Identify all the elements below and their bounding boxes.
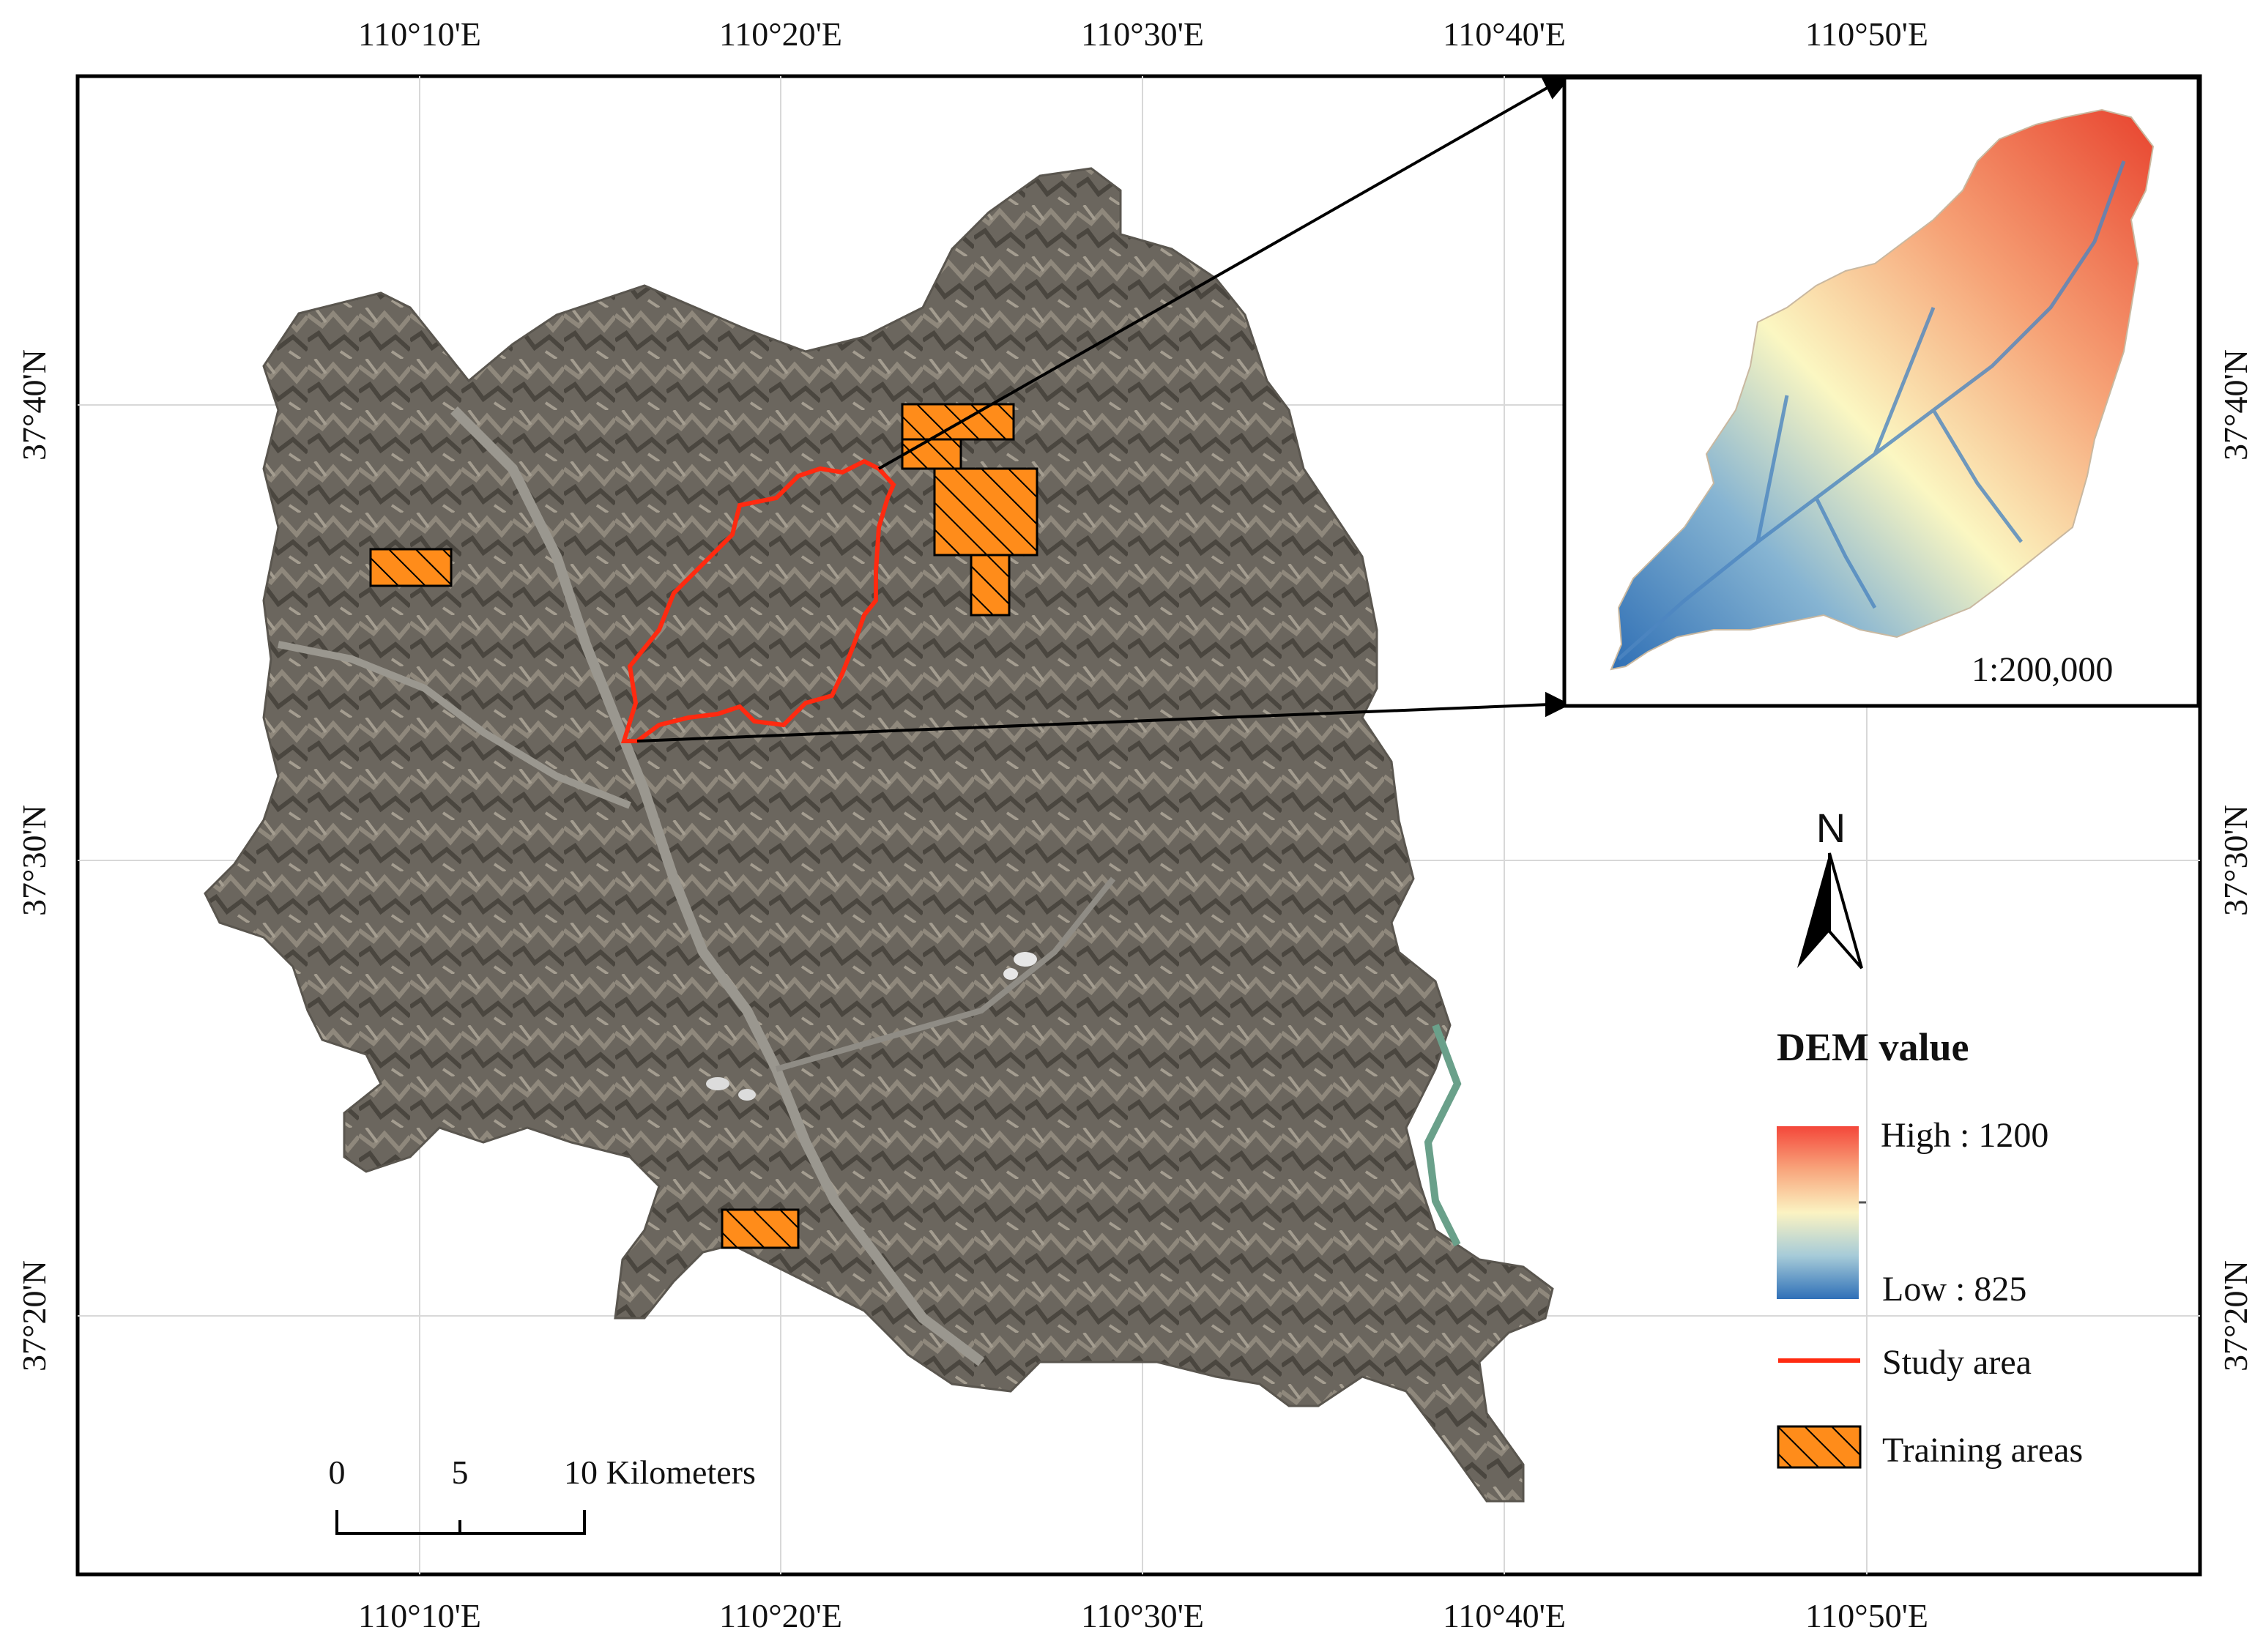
- right-latitude-labels: 37°40'N 37°30'N 37°20'N: [2217, 349, 2254, 1372]
- legend-low-label: Low : 825: [1882, 1270, 2026, 1309]
- training-area-6: [721, 1208, 800, 1249]
- left-latitude-labels: 37°40'N 37°30'N 37°20'N: [15, 349, 53, 1372]
- satellite-imagery: [204, 167, 1554, 1503]
- legend-high-label: High : 1200: [1881, 1116, 2048, 1155]
- right-lat-label: 37°30'N: [2217, 805, 2254, 916]
- scale-bar: 0 5 10 Kilometers: [329, 1454, 756, 1535]
- bottom-lon-label: 110°20'E: [719, 1597, 842, 1634]
- top-lon-label: 110°30'E: [1081, 15, 1204, 53]
- dem-watershed: [1610, 108, 2155, 671]
- legend: DEM value High : 1200 Low : 825 Study ar…: [1777, 1025, 2083, 1470]
- north-arrow-left-icon: [1797, 853, 1829, 968]
- north-arrow-right-icon: [1828, 852, 1863, 970]
- study-area-boundary: [620, 458, 896, 743]
- legend-study-area-label: Study area: [1882, 1343, 2032, 1382]
- right-lat-label: 37°20'N: [2217, 1260, 2254, 1372]
- dem-inset: 1:200,000: [1562, 75, 2201, 708]
- right-lat-label: 37°40'N: [2217, 349, 2254, 461]
- bottom-lon-label: 110°40'E: [1443, 1597, 1566, 1634]
- top-lon-label: 110°50'E: [1805, 15, 1928, 53]
- north-arrow: N: [1797, 805, 1863, 970]
- training-area-1: [369, 548, 453, 587]
- legend-training-areas-label: Training areas: [1882, 1431, 2083, 1470]
- bottom-lon-label: 110°10'E: [358, 1597, 481, 1634]
- top-lon-label: 110°20'E: [719, 15, 842, 53]
- bottom-longitude-labels: 110°10'E 110°20'E 110°30'E 110°40'E 110°…: [358, 1597, 1928, 1634]
- training-area-4: [933, 467, 1038, 557]
- inset-scale-label: 1:200,000: [1972, 650, 2113, 689]
- top-longitude-labels: 110°10'E 110°20'E 110°30'E 110°40'E 110°…: [358, 15, 1928, 53]
- bottom-lon-label: 110°30'E: [1081, 1597, 1204, 1634]
- training-area-5: [970, 554, 1011, 617]
- inset-connector-arrows: [636, 78, 1571, 743]
- training-area-3: [901, 438, 962, 470]
- left-lat-label: 37°30'N: [15, 805, 53, 916]
- top-lon-label: 110°40'E: [1443, 15, 1566, 53]
- scale-tick-5: 5: [452, 1454, 469, 1491]
- left-lat-label: 37°20'N: [15, 1260, 53, 1372]
- legend-title: DEM value: [1777, 1025, 1969, 1069]
- top-lon-label: 110°10'E: [358, 15, 481, 53]
- dem-color-ramp: [1777, 1126, 1859, 1299]
- scale-tick-0: 0: [329, 1454, 346, 1491]
- training-area-2: [901, 403, 1015, 441]
- left-lat-label: 37°40'N: [15, 349, 53, 461]
- bottom-lon-label: 110°50'E: [1805, 1597, 1928, 1634]
- scale-tick-10: 10 Kilometers: [564, 1454, 756, 1491]
- north-arrow-label: N: [1816, 805, 1846, 851]
- training-areas-swatch: [1777, 1425, 1862, 1469]
